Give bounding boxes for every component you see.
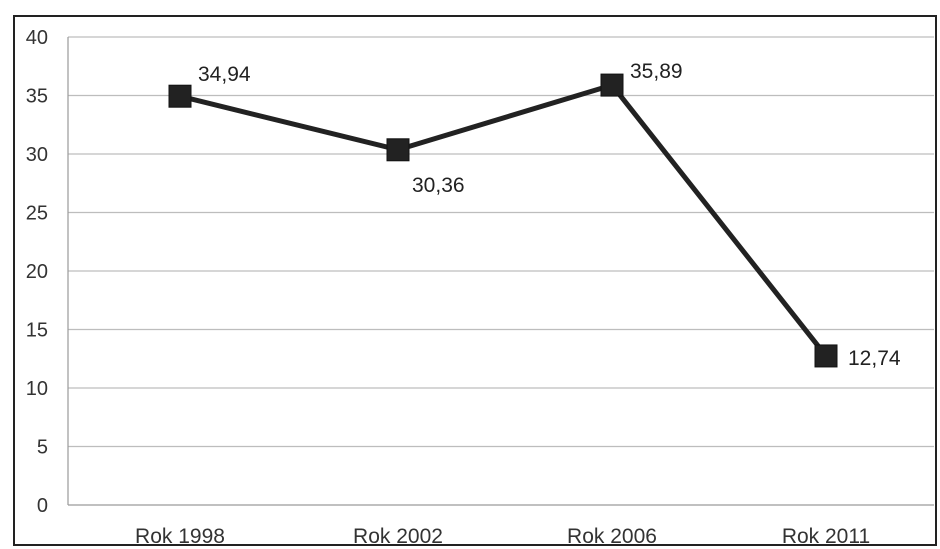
data-point-marker <box>814 344 838 368</box>
x-tick-label: Rok 1998 <box>135 525 225 548</box>
y-tick-label: 5 <box>37 437 48 459</box>
x-tick-label: Rok 2002 <box>353 525 443 548</box>
data-point-marker <box>386 138 410 162</box>
data-point-marker <box>168 84 192 108</box>
y-tick-label: 35 <box>26 86 48 108</box>
x-tick-label: Rok 2006 <box>567 525 657 548</box>
x-tick-label: Rok 2011 <box>782 525 870 548</box>
series-line <box>177 82 829 359</box>
data-label: 34,94 <box>198 63 251 86</box>
y-tick-label: 0 <box>37 495 48 517</box>
y-tick-label: 20 <box>26 261 48 283</box>
data-label: 30,36 <box>412 174 465 197</box>
y-tick-label: 40 <box>26 27 48 49</box>
y-tick-label: 25 <box>26 203 48 225</box>
data-label: 35,89 <box>630 60 683 83</box>
data-point-marker <box>600 73 624 97</box>
chart-border <box>13 15 937 546</box>
data-label: 12,74 <box>848 347 901 370</box>
y-tick-label: 30 <box>26 144 48 166</box>
y-tick-label: 10 <box>26 378 48 400</box>
y-tick-label: 15 <box>26 320 48 342</box>
